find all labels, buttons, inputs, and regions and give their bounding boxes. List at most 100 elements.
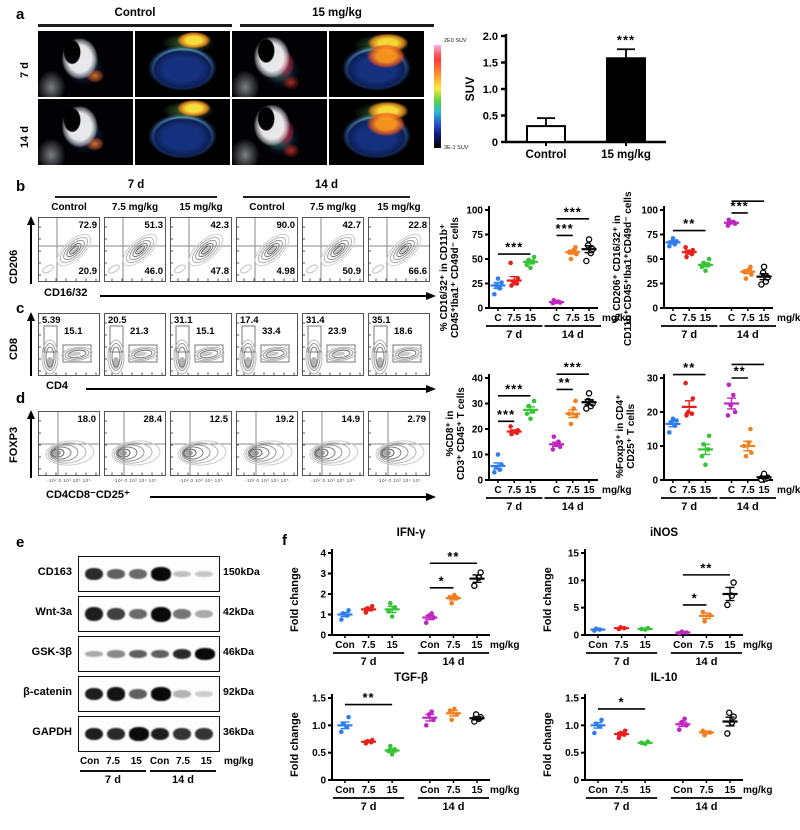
cd16-axis-arrow xyxy=(100,292,436,300)
tgfb-title: TGF-β xyxy=(394,672,428,684)
svg-text:*: * xyxy=(692,590,698,605)
svg-text:1.0: 1.0 xyxy=(565,721,579,732)
svg-text:Con: Con xyxy=(420,785,439,796)
svg-text:***: *** xyxy=(556,221,574,236)
svg-text:7.5: 7.5 xyxy=(566,313,580,324)
svg-text:1.0: 1.0 xyxy=(312,721,326,732)
svg-text:28.4: 28.4 xyxy=(144,414,163,425)
svg-text:1.5: 1.5 xyxy=(483,58,498,70)
svg-text:7.5: 7.5 xyxy=(699,640,713,651)
flow-plot: 72.9 20.9 xyxy=(38,217,100,282)
flow-plot: 90.0 4.98 xyxy=(236,217,298,282)
flow-plot: 2.79 xyxy=(368,411,430,476)
svg-text:7.5: 7.5 xyxy=(446,640,460,651)
svg-text:**: ** xyxy=(700,560,712,575)
svg-text:14 d: 14 d xyxy=(737,501,759,513)
svg-text:mg/kg: mg/kg xyxy=(743,785,772,796)
blot-band xyxy=(85,606,103,622)
svg-text:mg/kg: mg/kg xyxy=(490,785,519,796)
svg-text:Con: Con xyxy=(335,785,354,796)
flow-plot: 28.4 xyxy=(104,411,166,476)
svg-text:15.1: 15.1 xyxy=(196,326,215,337)
svg-text:**: ** xyxy=(362,690,374,705)
svg-text:14 d: 14 d xyxy=(695,801,717,813)
il10-chart: 0 0.5 1.0 1.5 Con 7.5 15 Con 7.5 15 * 7 d 14 d mg/kg xyxy=(551,685,791,825)
panel-e-14d-label: 14 d xyxy=(171,774,194,786)
col-label: Control xyxy=(249,202,285,213)
svg-text:0: 0 xyxy=(492,137,498,149)
svg-text:50: 50 xyxy=(647,255,659,266)
panel-b-label: b xyxy=(16,178,26,195)
svg-text:0: 0 xyxy=(573,776,579,787)
svg-text:15: 15 xyxy=(471,785,483,796)
svg-text:5.39: 5.39 xyxy=(42,315,61,326)
flow-plot: 22.8 66.6 xyxy=(368,217,430,282)
blot-band xyxy=(129,688,147,700)
svg-text:20.5: 20.5 xyxy=(108,315,127,326)
svg-text:35.1: 35.1 xyxy=(372,315,391,326)
svg-text:25: 25 xyxy=(472,279,484,290)
svg-text:10: 10 xyxy=(647,442,659,453)
svg-text:0: 0 xyxy=(320,776,326,787)
panel-a-row-label-14d: 14 d xyxy=(19,125,31,148)
panel-a-label: a xyxy=(16,6,25,23)
panel-e-label: e xyxy=(16,534,25,551)
svg-text:7.5: 7.5 xyxy=(615,640,629,651)
svg-text:30: 30 xyxy=(472,399,484,410)
blot-band xyxy=(195,648,215,660)
svg-text:40: 40 xyxy=(472,374,484,385)
svg-text:14 d: 14 d xyxy=(562,501,584,513)
panel-e-lane-labels: Con 7.5 15 Con 7.5 15 xyxy=(78,756,218,767)
svg-text:7 d: 7 d xyxy=(681,501,697,513)
lane-label: 15 xyxy=(130,756,142,767)
blot-band xyxy=(173,570,191,578)
blot-band xyxy=(173,648,191,660)
svg-text:15: 15 xyxy=(700,485,712,496)
svg-text:C: C xyxy=(728,485,735,496)
blot-band xyxy=(151,606,171,622)
panel-b-flow-plots: 72.9 20.9 51.3 46.0 42.3 47.8 90.0 4.98 42.7… xyxy=(38,217,430,282)
svg-text:15: 15 xyxy=(758,485,770,496)
svg-text:1.5: 1.5 xyxy=(312,694,326,705)
svg-text:Con: Con xyxy=(335,640,354,651)
svg-text:15: 15 xyxy=(525,485,537,496)
blot-band xyxy=(151,687,171,701)
blot-box xyxy=(78,596,220,632)
panel-c-y-axis-label: CD8 xyxy=(8,337,20,360)
svg-text:14.9: 14.9 xyxy=(342,414,361,425)
svg-text:7.5: 7.5 xyxy=(741,485,755,496)
blot-band xyxy=(85,650,103,658)
blot-band xyxy=(129,608,147,620)
svg-text:Con: Con xyxy=(588,785,607,796)
panel-b-column-labels: Control 7.5 mg/kg 15 mg/kg Control 7.5 m… xyxy=(38,202,430,213)
svg-text:C: C xyxy=(553,485,560,496)
svg-text:0.5: 0.5 xyxy=(483,111,498,123)
svg-text:***: *** xyxy=(739,362,757,365)
svg-text:23.9: 23.9 xyxy=(328,326,347,337)
panel-b-x-axis-label: CD16/32 xyxy=(44,287,88,299)
svg-text:15: 15 xyxy=(640,640,652,651)
svg-text:31.4: 31.4 xyxy=(306,315,325,326)
svg-text:100: 100 xyxy=(466,206,483,217)
pet-image-sagittal-15mgkg-7d xyxy=(232,31,327,97)
svg-text:7.5: 7.5 xyxy=(362,640,376,651)
flow-plot: 42.7 50.9 xyxy=(302,217,364,282)
blot-band xyxy=(85,727,103,741)
pet-image-sagittal-control-7d xyxy=(38,31,133,97)
svg-text:14 d: 14 d xyxy=(562,329,584,341)
svg-text:21.3: 21.3 xyxy=(130,326,149,337)
svg-text:14 d: 14 d xyxy=(442,656,464,668)
svg-text:2.79: 2.79 xyxy=(408,414,427,425)
suv-colorbar xyxy=(434,45,441,148)
svg-text:19.2: 19.2 xyxy=(276,414,295,425)
svg-text:C: C xyxy=(494,485,501,496)
svg-text:0: 0 xyxy=(477,476,483,487)
svg-text:15: 15 xyxy=(387,640,399,651)
x-tick-text: -10² 0 10³ 10⁴ 10⁵ xyxy=(245,478,289,483)
svg-text:18.6: 18.6 xyxy=(394,326,413,337)
pet-image-grid xyxy=(38,31,424,165)
svg-text:mg/kg: mg/kg xyxy=(490,640,519,651)
x-tick-text: -10² 0 10³ 10⁴ 10⁵ xyxy=(47,478,91,483)
svg-text:2.0: 2.0 xyxy=(483,31,498,43)
